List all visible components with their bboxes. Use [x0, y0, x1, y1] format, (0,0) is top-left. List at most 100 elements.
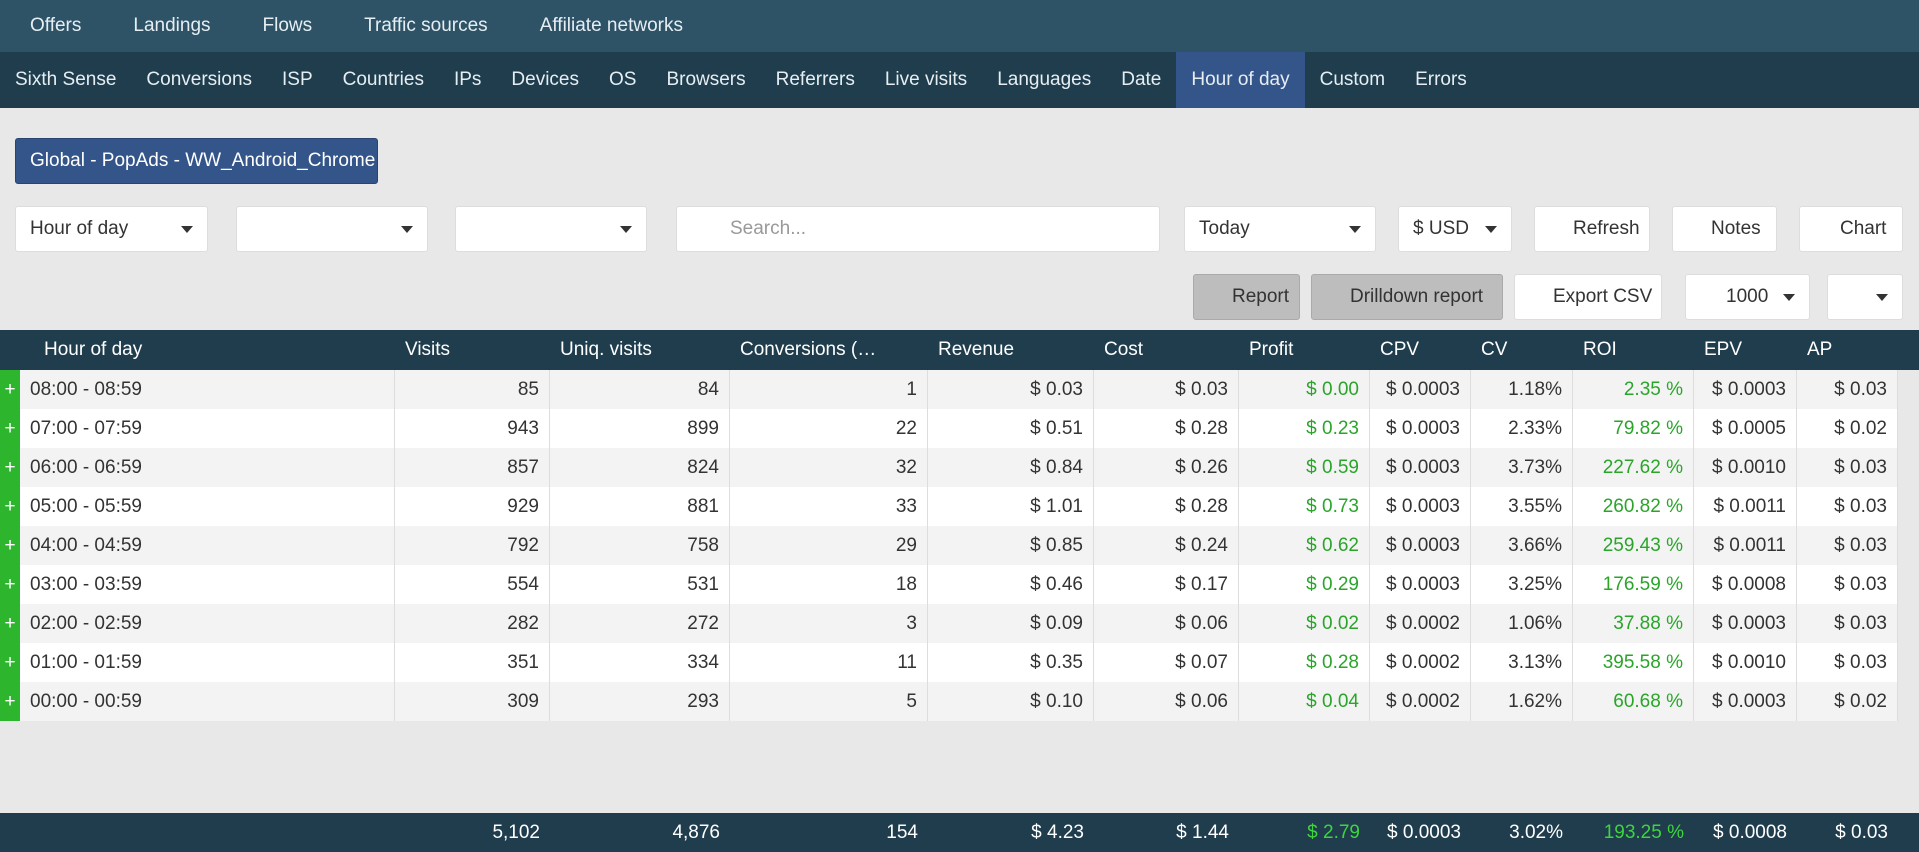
report-tab[interactable]: Countries [342, 69, 424, 90]
table-cell: $ 0.24 [1094, 526, 1239, 565]
nav-link[interactable]: Landings [133, 15, 211, 36]
period-select[interactable]: Today [1184, 206, 1376, 252]
table-cell: $ 0.85 [928, 526, 1094, 565]
table-cell: $ 0.06 [1094, 604, 1239, 643]
report-tab[interactable]: IPs [453, 69, 482, 90]
table-cell: 05:00 - 05:59 [20, 487, 395, 526]
refresh-button[interactable]: Refresh [1534, 206, 1650, 252]
columns-select[interactable] [1827, 274, 1903, 320]
table-cell: 06:00 - 06:59 [20, 448, 395, 487]
column-header[interactable]: Uniq. visits [550, 330, 730, 370]
table-cell: $ 0.10 [928, 682, 1094, 721]
column-header[interactable]: Revenue [928, 330, 1094, 370]
report-tab[interactable]: Sixth Sense [15, 69, 117, 90]
column-header[interactable]: Visits [395, 330, 550, 370]
column-header[interactable]: AP [1797, 330, 1898, 370]
report-button[interactable]: Report [1193, 274, 1300, 320]
table-cell: 351 [395, 643, 550, 682]
chart-button[interactable]: Chart [1799, 206, 1903, 252]
column-header[interactable]: Profit [1239, 330, 1370, 370]
notes-button[interactable]: Notes [1672, 206, 1777, 252]
column-header[interactable]: EPV [1694, 330, 1797, 370]
table-cell: $ 0.0003 [1694, 604, 1797, 643]
table-cell: 60.68 % [1573, 682, 1694, 721]
table-cell: $ 0.03 [1797, 448, 1898, 487]
report-tab[interactable]: Conversions [146, 69, 253, 90]
expand-button[interactable]: + [0, 370, 20, 409]
table-cell: $ 0.03 [928, 370, 1094, 409]
expand-button[interactable]: + [0, 448, 20, 487]
group-select-3[interactable] [455, 206, 647, 252]
report-tab[interactable]: Custom [1319, 69, 1386, 90]
currency-select[interactable]: $ USD [1398, 206, 1512, 252]
table-cell: 531 [550, 565, 730, 604]
expand-button[interactable]: + [0, 682, 20, 721]
nav-link[interactable]: Traffic sources [364, 15, 488, 36]
table-cell: $ 0.0011 [1694, 487, 1797, 526]
expand-button[interactable]: + [0, 643, 20, 682]
page-size-select[interactable]: 1000 [1685, 274, 1810, 320]
column-header[interactable]: Hour of day [34, 330, 409, 370]
table-cell: $ 1.01 [928, 487, 1094, 526]
search-input[interactable]: Search... [676, 206, 1160, 252]
nav-link[interactable]: Offers [30, 15, 82, 36]
column-header[interactable]: Cost [1094, 330, 1239, 370]
table-cell: 37.88 % [1573, 604, 1694, 643]
group-select[interactable]: Hour of day [15, 206, 208, 252]
table-cell: $ 0.02 [1797, 682, 1898, 721]
table-cell: $ 0.0005 [1694, 409, 1797, 448]
table-cell: $ 0.04 [1239, 682, 1370, 721]
total-cell: $ 2.79 [1239, 813, 1370, 852]
expand-button[interactable]: + [0, 526, 20, 565]
table-cell: 899 [550, 409, 730, 448]
report-nav: Sixth Sense Conversions ISP Countries IPs Dev… [0, 52, 1919, 108]
table-cell: $ 0.0003 [1694, 370, 1797, 409]
table-cell: $ 0.17 [1094, 565, 1239, 604]
report-tab[interactable]: Errors [1415, 69, 1467, 90]
table-cell: $ 0.0003 [1370, 370, 1471, 409]
report-tab[interactable]: Hour of day [1176, 52, 1305, 108]
group-select-2[interactable] [236, 206, 428, 252]
expand-button[interactable]: + [0, 604, 20, 643]
column-header[interactable]: CPV [1370, 330, 1471, 370]
export-button[interactable]: Export CSV [1514, 274, 1662, 320]
expand-button[interactable]: + [0, 565, 20, 604]
table-cell: $ 0.73 [1239, 487, 1370, 526]
table-cell: 792 [395, 526, 550, 565]
total-cell: 193.25 % [1573, 813, 1694, 852]
report-tab[interactable]: Date [1121, 69, 1162, 90]
nav-link[interactable]: Flows [262, 15, 313, 36]
total-cell: $ 0.0008 [1694, 813, 1797, 852]
expand-button[interactable]: + [0, 409, 20, 448]
table-cell: 3.66% [1471, 526, 1573, 565]
expand-button[interactable]: + [0, 487, 20, 526]
report-tab[interactable]: ISP [282, 69, 313, 90]
column-header[interactable]: Conversions (… [730, 330, 928, 370]
table-cell: $ 0.0002 [1370, 682, 1471, 721]
report-tab[interactable]: Devices [511, 69, 579, 90]
report-tab[interactable]: Referrers [775, 69, 855, 90]
table-cell: 929 [395, 487, 550, 526]
table-cell: 3.13% [1471, 643, 1573, 682]
drilldown-button[interactable]: Drilldown report [1311, 274, 1503, 320]
table-cell: $ 0.29 [1239, 565, 1370, 604]
table-cell: 08:00 - 08:59 [20, 370, 395, 409]
table-cell: $ 0.03 [1797, 643, 1898, 682]
table-cell: 1.18% [1471, 370, 1573, 409]
column-header[interactable]: ROI [1573, 330, 1694, 370]
report-tab[interactable]: Languages [997, 69, 1092, 90]
report-tab[interactable]: Browsers [666, 69, 746, 90]
table-cell: 85 [395, 370, 550, 409]
campaign-button[interactable]: Global - PopAds - WW_Android_Chrome [15, 138, 378, 184]
table-cell: $ 0.28 [1239, 643, 1370, 682]
table-cell: $ 0.03 [1797, 565, 1898, 604]
table-cell: 18 [730, 565, 928, 604]
column-header[interactable]: CV [1471, 330, 1573, 370]
table-cell: 309 [395, 682, 550, 721]
table-cell: $ 0.0010 [1694, 643, 1797, 682]
report-tab[interactable]: OS [609, 69, 637, 90]
nav-link[interactable]: Affiliate networks [539, 15, 683, 36]
table-cell: $ 0.59 [1239, 448, 1370, 487]
table-cell: 227.62 % [1573, 448, 1694, 487]
report-tab[interactable]: Live visits [884, 69, 968, 90]
